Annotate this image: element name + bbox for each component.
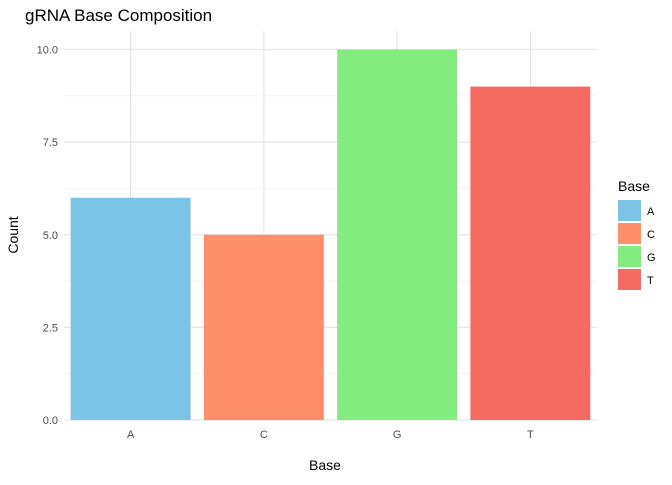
y-tick-label: 2.5 [43, 322, 58, 334]
y-tick-label: 0.0 [43, 415, 58, 427]
chart-title: gRNA Base Composition [25, 6, 212, 25]
legend-swatch-A [618, 200, 641, 221]
x-tick-label: G [393, 429, 402, 441]
legend-label-C: C [647, 229, 655, 241]
x-axis-label: Base [309, 457, 341, 473]
x-tick-label: A [127, 429, 135, 441]
legend-swatch-T [618, 269, 641, 290]
bar-T [470, 86, 591, 421]
bar-G [337, 49, 458, 421]
y-tick-label: 10.0 [37, 45, 58, 57]
y-tick-label: 7.5 [43, 137, 58, 149]
bars [70, 49, 591, 421]
legend-swatch-G [618, 246, 641, 267]
y-axis-label: Count [5, 216, 21, 253]
y-tick-label: 5.0 [43, 230, 58, 242]
legend-label-A: A [647, 206, 655, 218]
x-tick-label: C [260, 429, 268, 441]
legend-title: Base [618, 178, 650, 194]
y-axis-ticks: 0.0 2.5 5.0 7.5 10.0 [37, 45, 58, 427]
x-tick-label: T [527, 429, 534, 441]
legend-swatch-C [618, 223, 641, 244]
legend-label-G: G [647, 252, 656, 264]
bar-C [203, 234, 324, 420]
bar-A [70, 197, 191, 420]
legend-label-T: T [647, 275, 654, 287]
